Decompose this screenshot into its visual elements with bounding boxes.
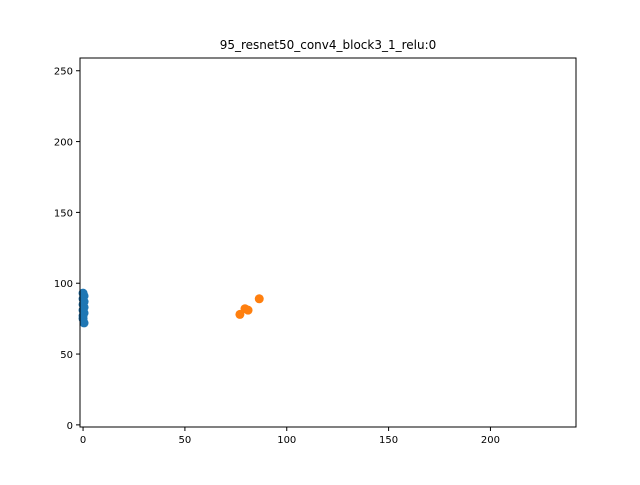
data-point-series-1-3 bbox=[254, 294, 264, 304]
y-tick-label-1: 50 bbox=[60, 350, 73, 361]
y-tick-label-4: 200 bbox=[54, 138, 73, 149]
axes-layer: 0 50 100 150 200 0 50 100 150 200 250 bbox=[54, 57, 577, 446]
x-tick-label-4: 200 bbox=[481, 435, 500, 446]
y-tick-label-5: 250 bbox=[54, 67, 73, 78]
x-tick-label-0: 0 bbox=[80, 435, 86, 446]
data-point-series-0-10 bbox=[79, 318, 89, 328]
points-layer bbox=[78, 288, 264, 328]
data-point-series-1-2 bbox=[243, 305, 253, 315]
x-tick-label-3: 150 bbox=[379, 435, 398, 446]
plot-frame bbox=[79, 57, 577, 428]
y-tick-label-0: 0 bbox=[67, 421, 73, 432]
y-tick-label-2: 100 bbox=[54, 279, 73, 290]
chart-title: 95_resnet50_conv4_block3_1_relu:0 bbox=[220, 38, 437, 52]
y-tick-label-3: 150 bbox=[54, 208, 73, 219]
x-tick-label-2: 100 bbox=[277, 435, 296, 446]
x-tick-label-1: 50 bbox=[179, 435, 192, 446]
